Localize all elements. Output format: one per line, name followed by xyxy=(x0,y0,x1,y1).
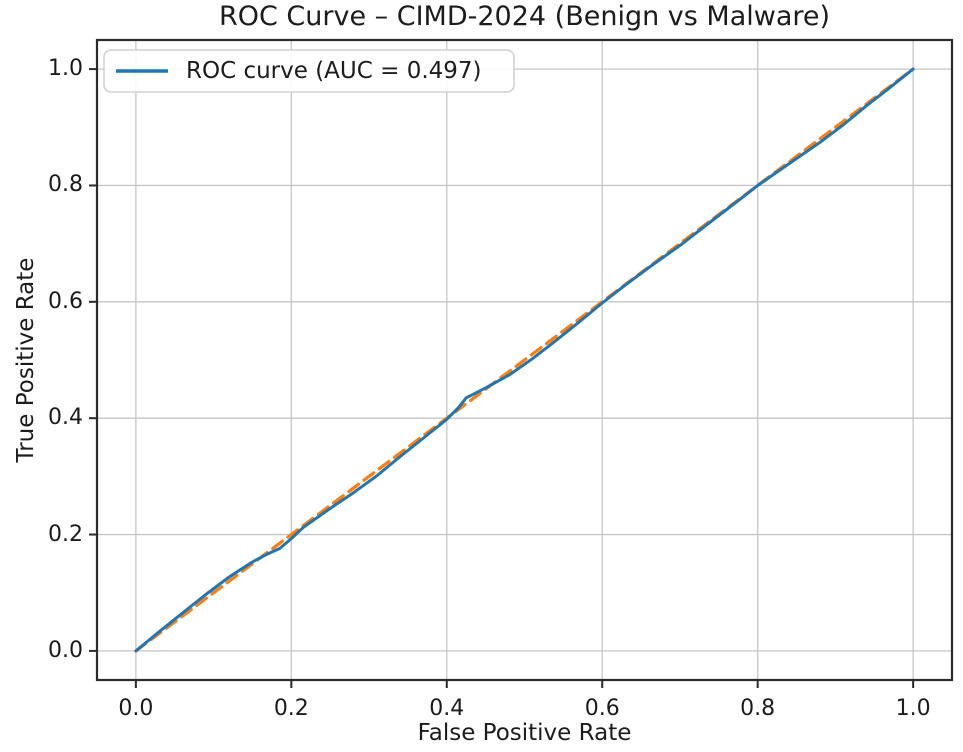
x-tick-label: 1.0 xyxy=(895,696,931,721)
x-tick-label: 0.2 xyxy=(273,696,309,721)
x-axis-label: False Positive Rate xyxy=(417,720,632,746)
y-tick-label: 0.8 xyxy=(48,172,83,198)
tick-marks xyxy=(89,68,915,688)
legend xyxy=(103,49,515,93)
chart-title: ROC Curve – CIMD-2024 (Benign vs Malware… xyxy=(218,1,831,32)
x-tick-label: 0.6 xyxy=(584,696,620,721)
plot-frame xyxy=(95,38,954,682)
x-tick-label: 0.0 xyxy=(118,696,154,721)
y-tick-label: 0.2 xyxy=(48,521,83,547)
y-tick-label: 1.0 xyxy=(48,56,83,82)
y-tick-label: 0.4 xyxy=(48,405,83,431)
data-series xyxy=(134,67,915,653)
y-axis-label: True Positive Rate xyxy=(13,257,39,463)
legend-box xyxy=(103,49,515,93)
y-tick-label: 0.6 xyxy=(48,288,83,314)
gridlines xyxy=(97,40,952,680)
legend-label: ROC curve (AUC = 0.497) xyxy=(186,58,482,84)
x-tick-label: 0.8 xyxy=(740,696,776,721)
roc-curve-line xyxy=(134,67,915,653)
y-tick-label: 0.0 xyxy=(48,637,83,663)
x-tick-label: 0.4 xyxy=(429,696,465,721)
